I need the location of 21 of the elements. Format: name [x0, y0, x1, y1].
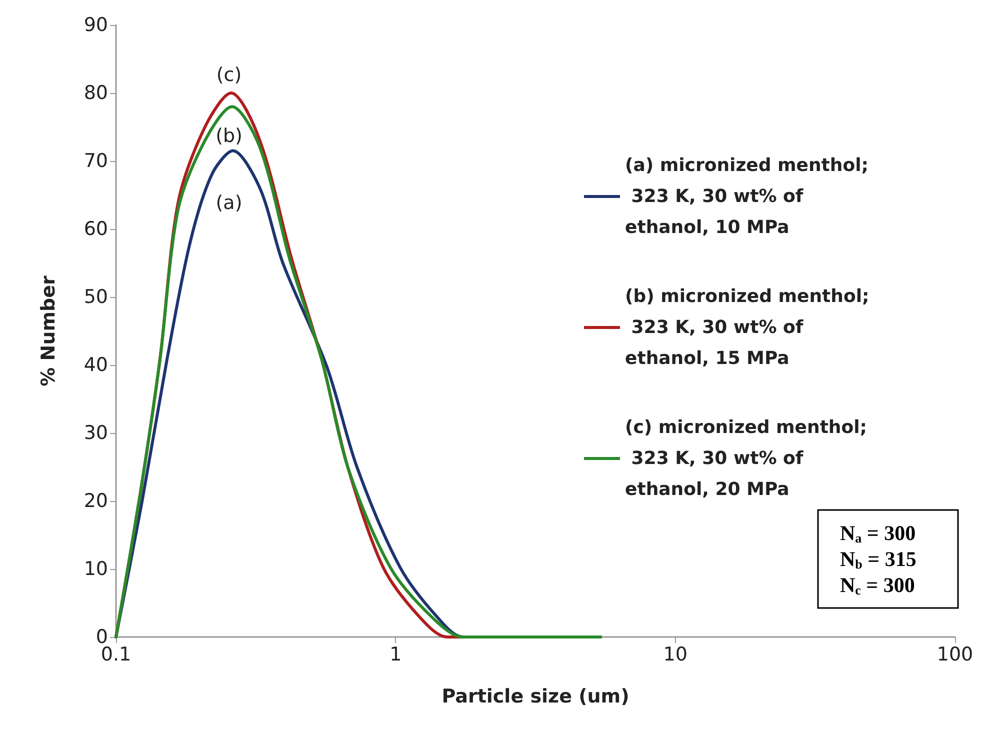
- x-tick-label: 10: [663, 644, 688, 666]
- y-tick-label: 20: [84, 490, 108, 512]
- y-tick-label: 50: [84, 286, 108, 308]
- legend-label: (c) micronized menthol; 323 K, 30 wt% of ethanol, 20 MPa: [625, 417, 867, 500]
- annotation: (c): [216, 64, 242, 86]
- annotation: (a): [216, 192, 242, 214]
- y-tick-label: 30: [84, 422, 108, 444]
- y-tick-label: 10: [84, 558, 108, 580]
- y-tick-label: 60: [84, 218, 108, 240]
- y-tick-label: 80: [84, 82, 108, 104]
- x-axis-title: Particle size (um): [442, 686, 630, 708]
- x-tick-label: 0.1: [100, 644, 132, 666]
- annotation: (b): [216, 125, 242, 147]
- x-tick-label: 100: [936, 644, 974, 666]
- y-tick-label: 90: [84, 14, 108, 36]
- legend-label: (b) micronized menthol; 323 K, 30 wt% of ethanol, 15 MPa: [625, 286, 870, 369]
- y-tick-label: 40: [84, 354, 108, 376]
- y-axis-title: % Number: [38, 275, 60, 386]
- x-tick-label: 1: [390, 644, 402, 666]
- y-tick-label: 70: [84, 150, 108, 172]
- legend-label: (a) micronized menthol; 323 K, 30 wt% of ethanol, 10 MPa: [625, 155, 868, 238]
